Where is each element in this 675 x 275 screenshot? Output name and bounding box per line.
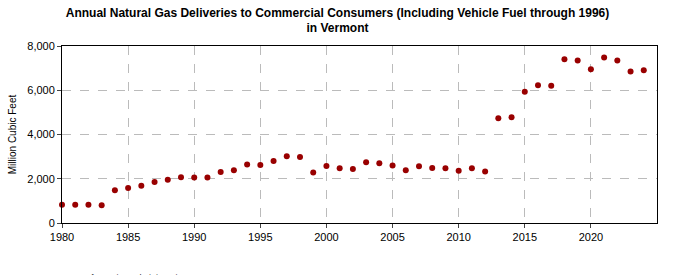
- svg-text:1985: 1985: [116, 231, 140, 243]
- svg-text:Annual Natural Gas Deliveries: Annual Natural Gas Deliveries to Commerc…: [66, 6, 609, 36]
- svg-text:8,000: 8,000: [27, 40, 55, 52]
- svg-text:Source: U.S. Energy Informatio: Source: U.S. Energy Information Administ…: [0, 273, 188, 275]
- svg-text:0: 0: [49, 217, 55, 229]
- svg-text:4,000: 4,000: [27, 128, 55, 140]
- svg-text:Million Cubic Feet: Million Cubic Feet: [7, 95, 18, 175]
- svg-text:1995: 1995: [248, 231, 272, 243]
- svg-text:2015: 2015: [513, 231, 537, 243]
- svg-text:6,000: 6,000: [27, 84, 55, 96]
- svg-text:2,000: 2,000: [27, 173, 55, 185]
- svg-text:2020: 2020: [579, 231, 603, 243]
- svg-text:2005: 2005: [380, 231, 404, 243]
- svg-text:1980: 1980: [50, 231, 74, 243]
- svg-text:1990: 1990: [182, 231, 206, 243]
- svg-text:2010: 2010: [446, 231, 470, 243]
- svg-text:2000: 2000: [314, 231, 338, 243]
